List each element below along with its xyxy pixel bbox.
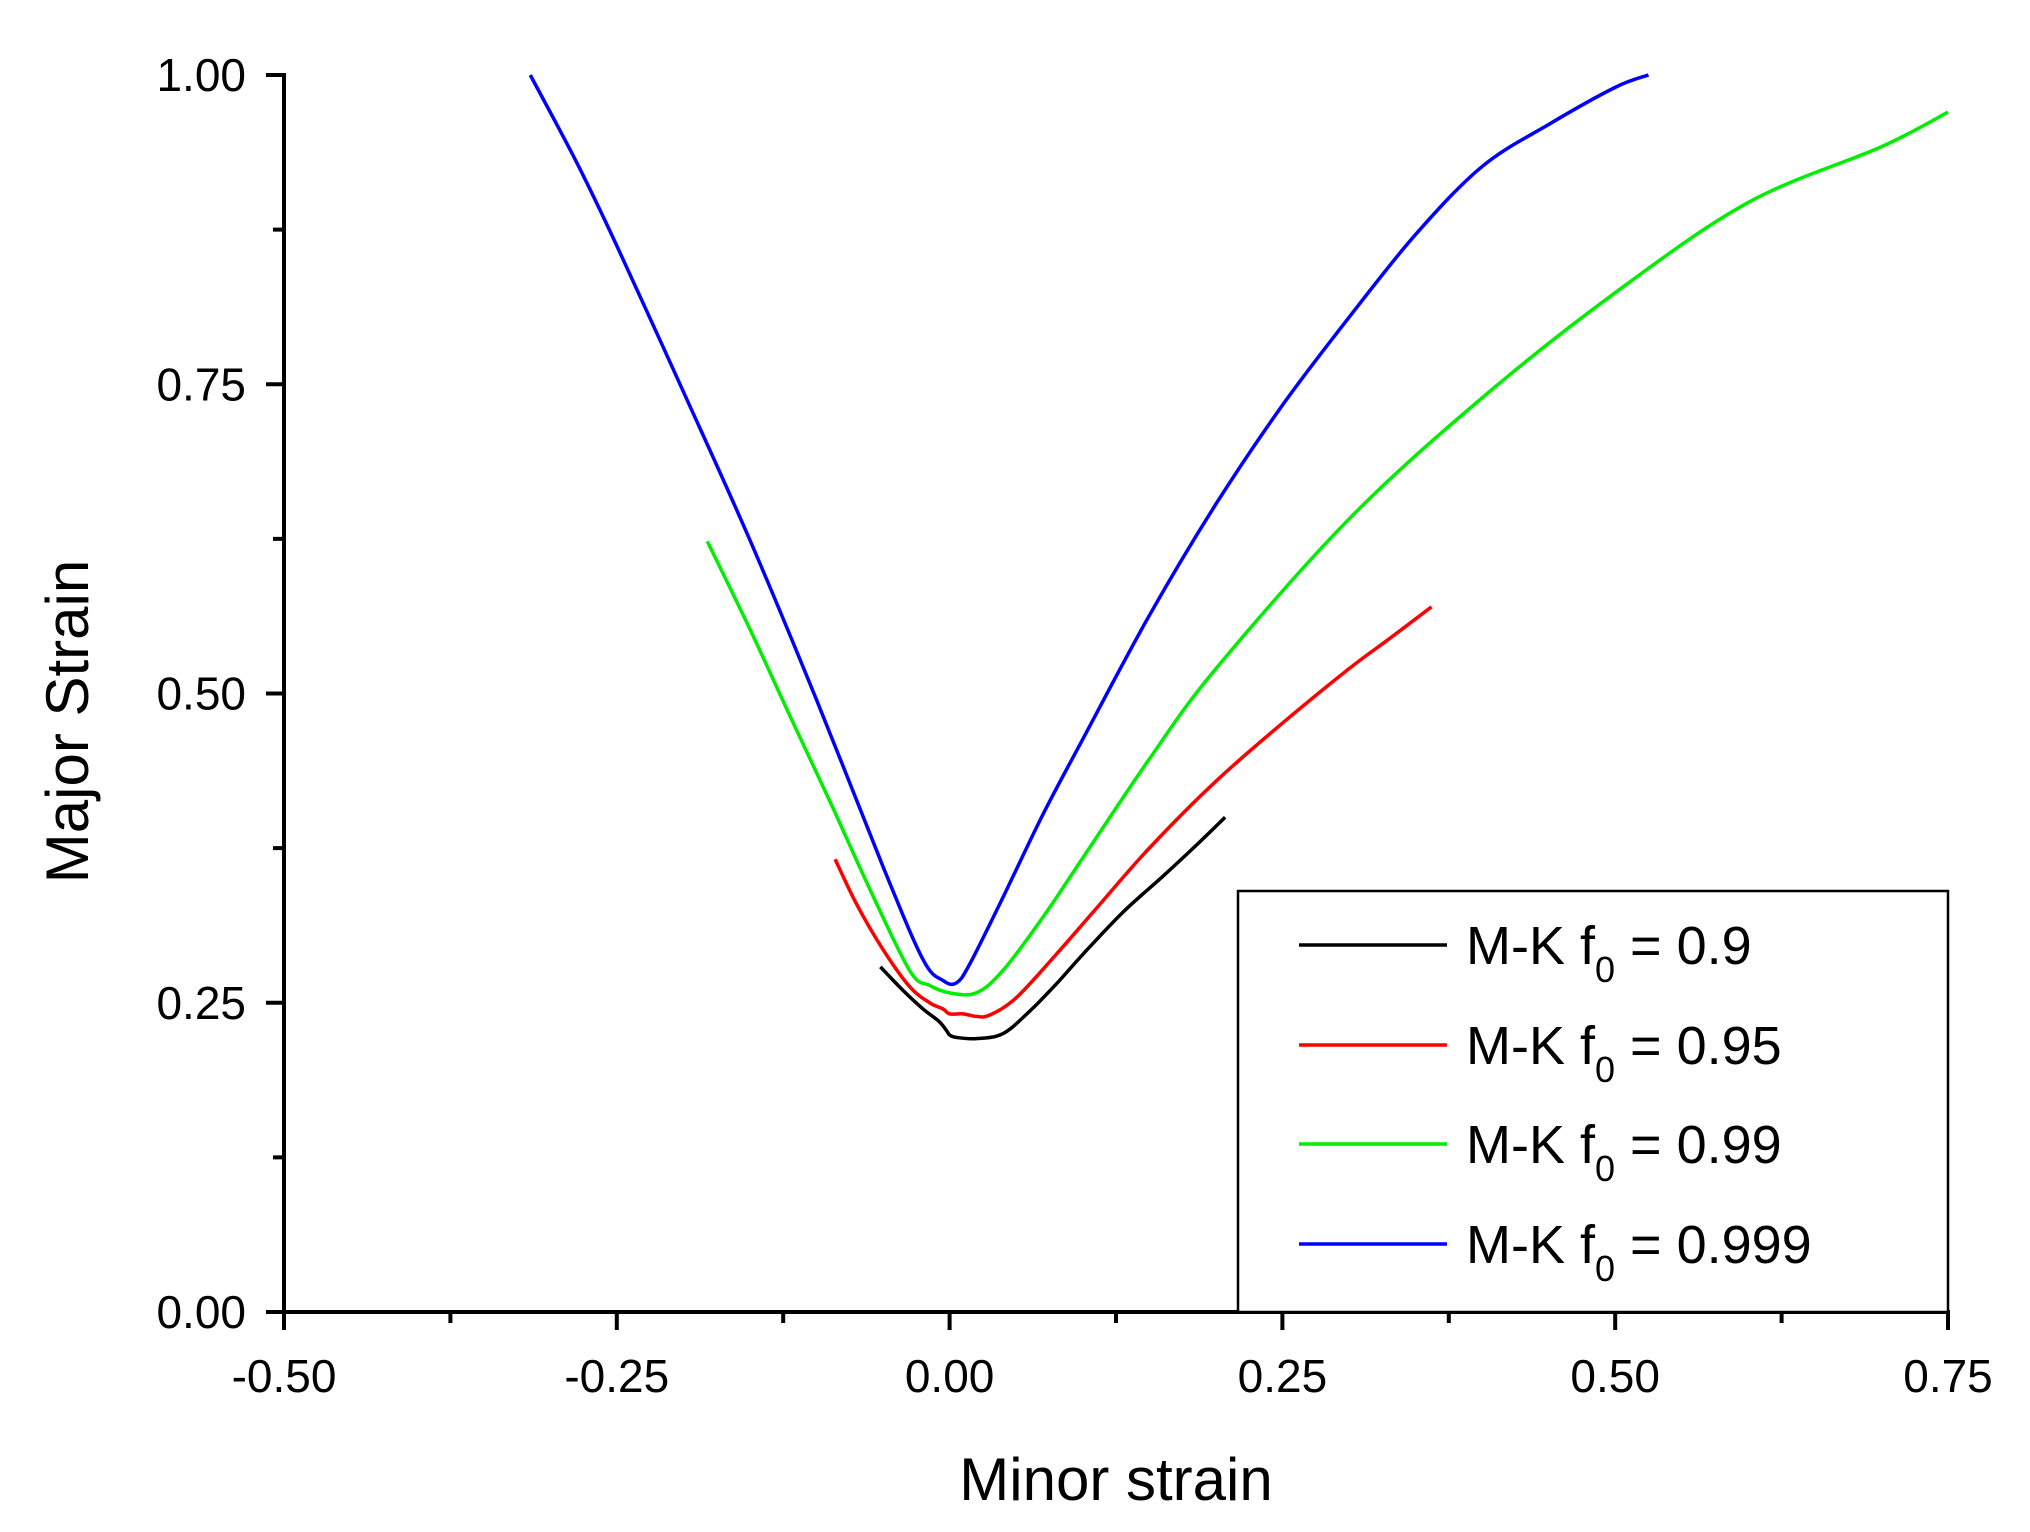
- legend-label-subscript: 0: [1595, 1049, 1615, 1090]
- legend-label-value: = 0.95: [1615, 1016, 1782, 1076]
- legend-label-main: M-K f: [1466, 1215, 1596, 1275]
- legend-label: M-K f0 = 0.9: [1466, 916, 1752, 990]
- y-axis-title: Major Strain: [34, 560, 101, 883]
- legend: M-K f0 = 0.9M-K f0 = 0.95M-K f0 = 0.99M-…: [1236, 889, 1950, 1314]
- legend-item-2: M-K f0 = 0.99: [1299, 1115, 1782, 1189]
- series-line-2: [705, 110, 1949, 997]
- legend-items: M-K f0 = 0.9M-K f0 = 0.95M-K f0 = 0.99M-…: [1299, 916, 1812, 1289]
- legend-label: M-K f0 = 0.99: [1466, 1115, 1782, 1189]
- legend-label-subscript: 0: [1595, 949, 1615, 990]
- x-tick-label: -0.50: [232, 1350, 337, 1402]
- legend-box: [1236, 889, 1950, 1314]
- x-tick-label: 0.00: [905, 1350, 995, 1402]
- x-tick-label: 0.25: [1238, 1350, 1328, 1402]
- y-tick-label: 1.00: [156, 49, 246, 101]
- legend-label: M-K f0 = 0.999: [1466, 1215, 1812, 1289]
- x-axis-title: Minor strain: [959, 1446, 1272, 1513]
- legend-label-value: = 0.9: [1615, 916, 1752, 976]
- series-layer: [528, 73, 1949, 1041]
- legend-label: M-K f0 = 0.95: [1466, 1016, 1782, 1090]
- y-axis-ticks: 0.00 0.25 0.50 0.75 1.00: [156, 49, 284, 1338]
- y-tick-label: 0.50: [156, 668, 246, 720]
- legend-label-value: = 0.99: [1615, 1115, 1782, 1175]
- series-line-0: [879, 815, 1227, 1041]
- legend-label-subscript: 0: [1595, 1248, 1615, 1289]
- legend-label-subscript: 0: [1595, 1148, 1615, 1189]
- legend-label-value: = 0.999: [1615, 1215, 1812, 1275]
- y-tick-label: 0.00: [156, 1286, 246, 1338]
- x-axis-ticks: -0.50 -0.25 0.00 0.25 0.50 0.75: [232, 1312, 1993, 1402]
- x-tick-label: 0.75: [1903, 1350, 1993, 1402]
- x-tick-label: -0.25: [564, 1350, 669, 1402]
- series-line-1: [833, 605, 1433, 1019]
- legend-label-main: M-K f: [1466, 1016, 1596, 1076]
- series-line-3: [528, 73, 1650, 987]
- x-tick-label: 0.50: [1570, 1350, 1660, 1402]
- y-tick-label: 0.75: [156, 358, 246, 410]
- legend-item-3: M-K f0 = 0.999: [1299, 1215, 1812, 1289]
- legend-label-main: M-K f: [1466, 1115, 1596, 1175]
- legend-item-1: M-K f0 = 0.95: [1299, 1016, 1782, 1090]
- legend-label-main: M-K f: [1466, 916, 1596, 976]
- y-tick-label: 0.25: [156, 977, 246, 1029]
- legend-item-0: M-K f0 = 0.9: [1299, 916, 1752, 990]
